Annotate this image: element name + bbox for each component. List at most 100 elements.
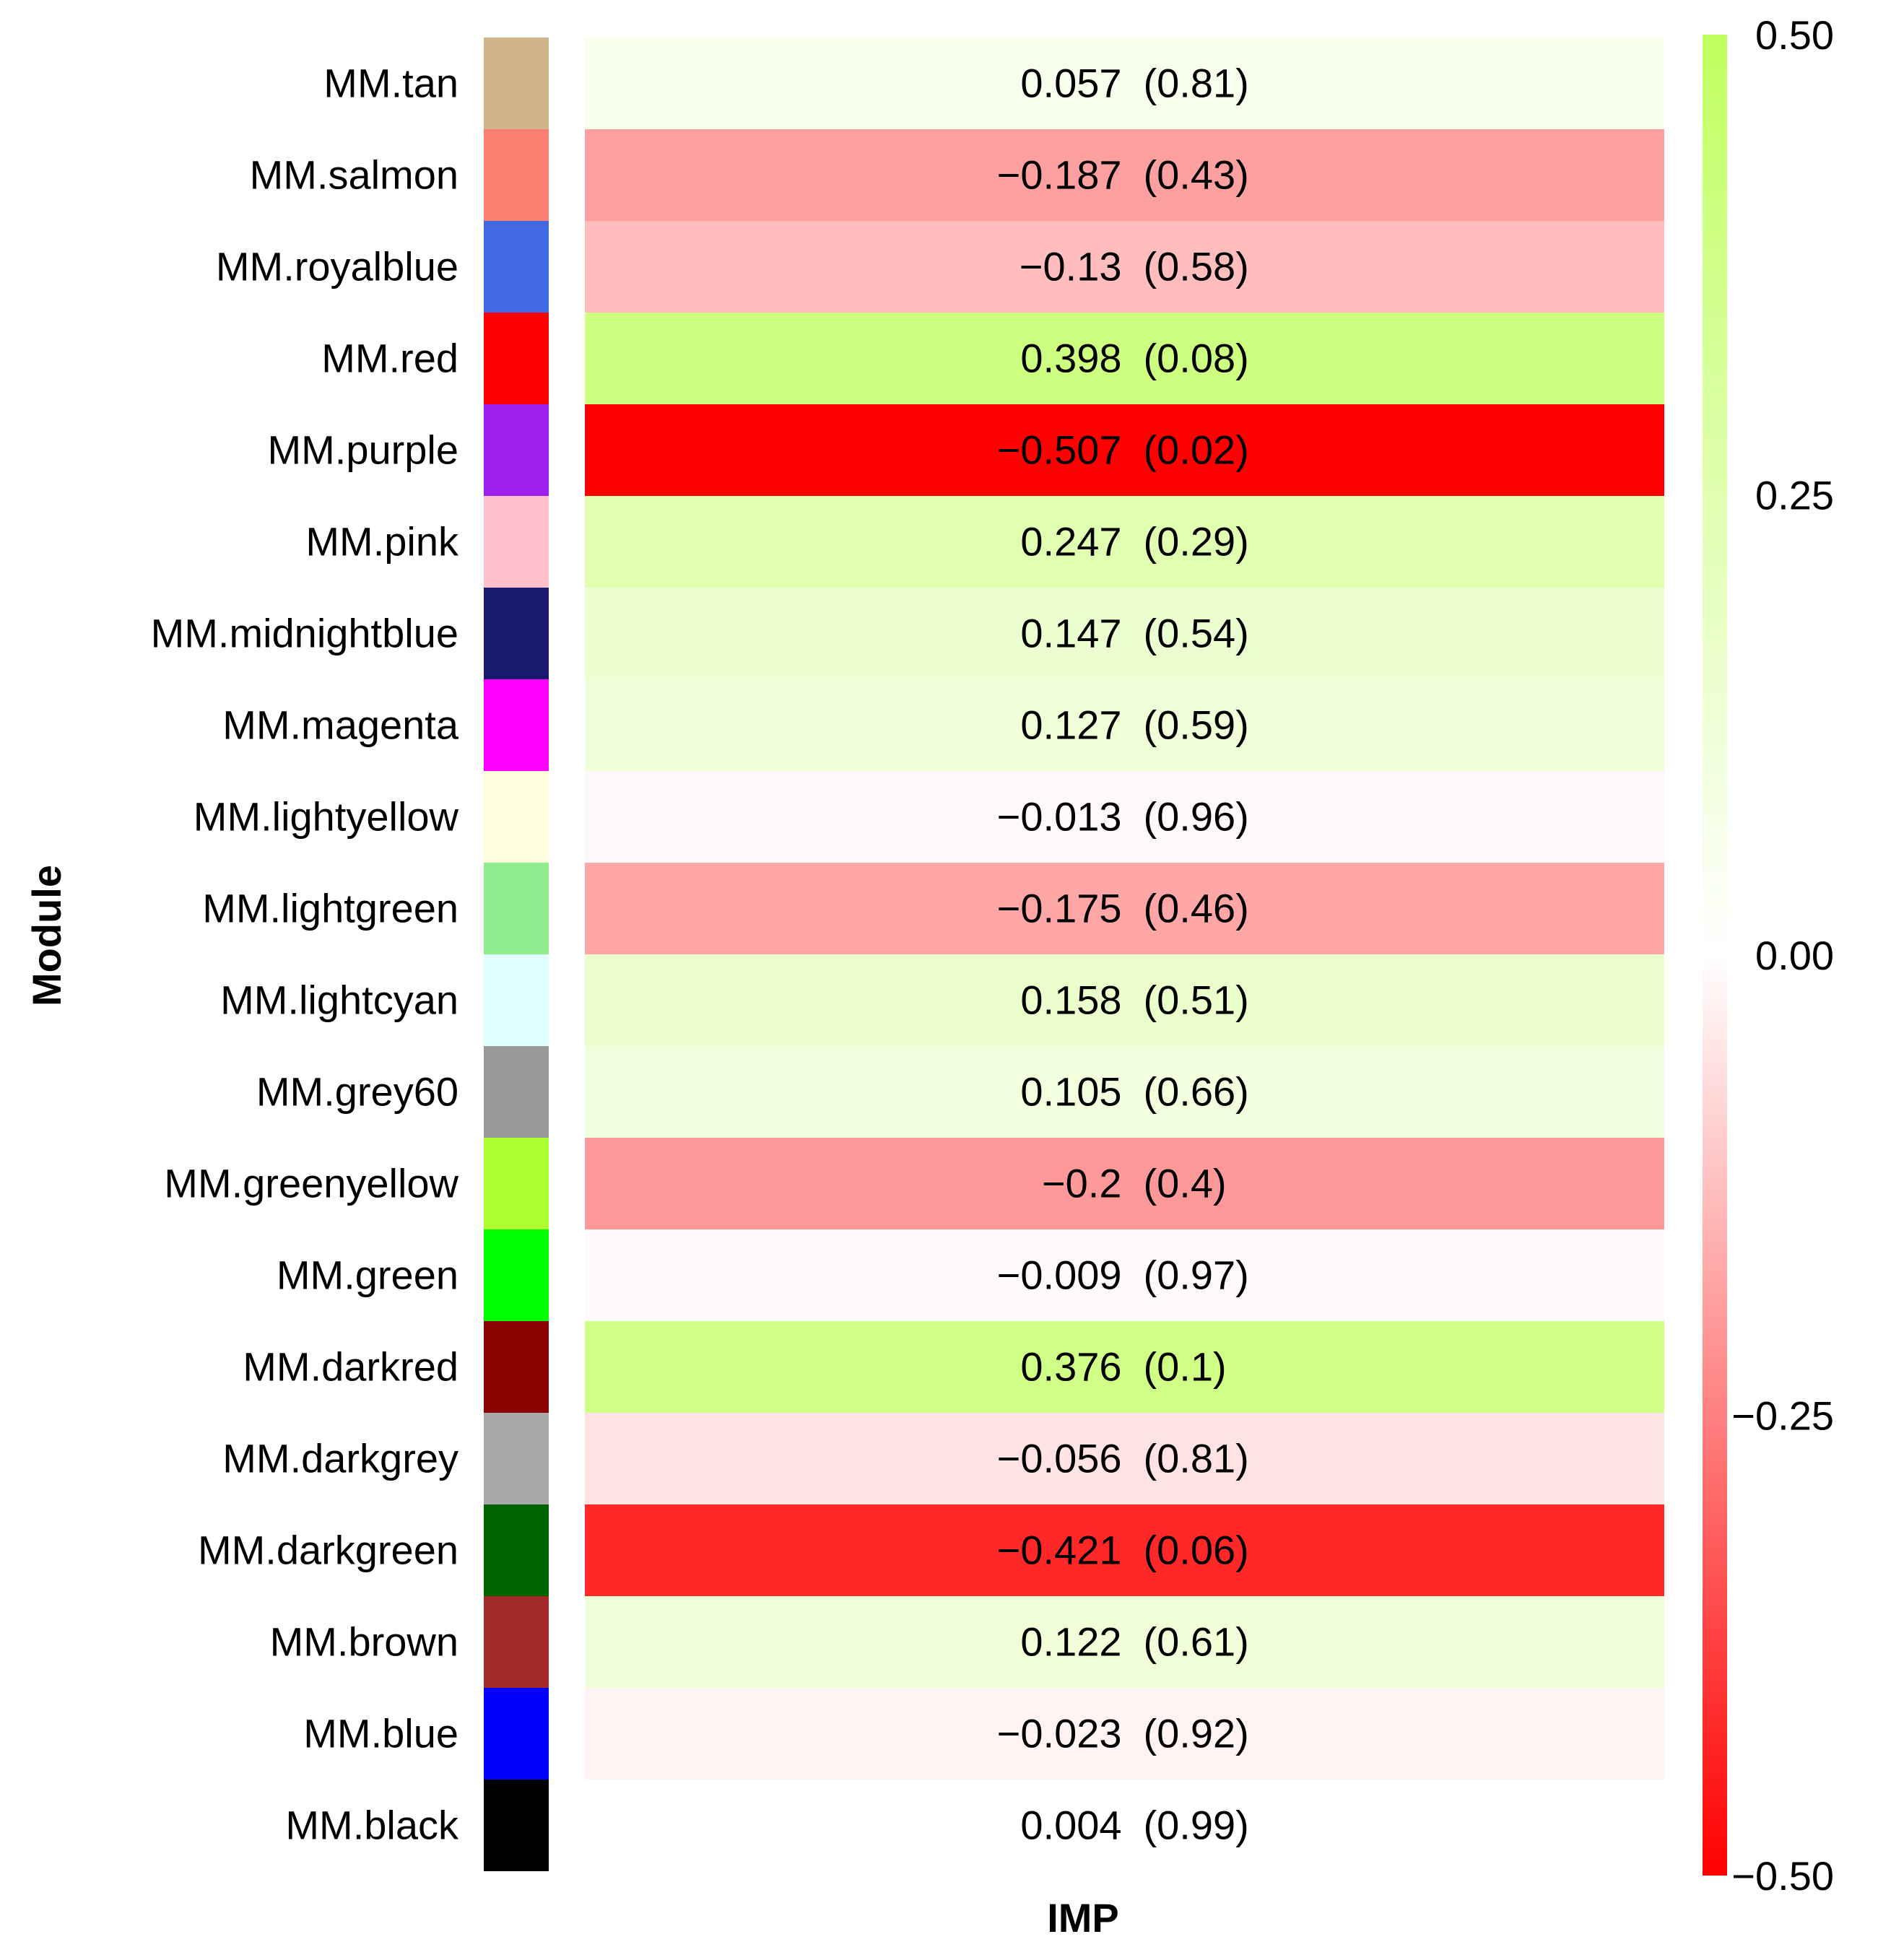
module-color-swatch [484,954,549,1046]
cell-p-value: (0.97) [1144,1253,1249,1298]
heatmap-row: MM.purple −0.507 (0.02) [267,404,1664,496]
cell-p-value: (0.81) [1144,1436,1249,1481]
heatmap-row: MM.tan 0.057 (0.81) [323,38,1664,129]
module-color-swatch [484,404,549,496]
cell-p-value: (0.08) [1144,336,1249,381]
y-axis-title: Module [24,865,69,1006]
module-label: MM.blue [303,1711,458,1756]
cell-correlation-value: 0.057 [1020,61,1121,106]
module-color-swatch [484,496,549,588]
module-label: MM.midnightblue [151,611,458,656]
heatmap-cell [585,404,1664,496]
module-color-swatch [484,221,549,313]
heatmap-row: MM.royalblue −0.13 (0.58) [216,221,1664,313]
cell-correlation-value: −0.013 [997,794,1122,840]
heatmap-cell [585,863,1664,954]
heatmap-row: MM.black 0.004 (0.99) [285,1780,1664,1871]
legend-tick-label: 0.00 [1755,933,1834,978]
module-color-swatch [484,588,549,679]
cell-correlation-value: 0.127 [1020,702,1121,748]
heatmap-row: MM.green −0.009 (0.97) [277,1229,1664,1321]
cell-p-value: (0.1) [1144,1344,1227,1390]
color-legend: 0.50 0.25 0.00 −0.25 −0.50 [1703,12,1834,1899]
module-label: MM.greenyellow [164,1161,458,1206]
heatmap-cell [585,679,1664,771]
x-axis-title: IMP [1047,1895,1119,1941]
color-legend-bar [1703,35,1727,1876]
heatmap-cell [585,1321,1664,1413]
module-label: MM.purple [267,427,458,473]
module-label: MM.red [321,336,458,381]
cell-p-value: (0.29) [1144,519,1249,565]
cell-correlation-value: 0.004 [1020,1803,1121,1848]
heatmap-cell [585,954,1664,1046]
module-color-swatch [484,1688,549,1780]
module-color-swatch [484,38,549,129]
cell-p-value: (0.06) [1144,1528,1249,1573]
cell-correlation-value: −0.009 [997,1253,1122,1298]
module-color-swatch [484,313,549,404]
module-label: MM.tan [323,61,458,106]
cell-p-value: (0.92) [1144,1711,1249,1756]
heatmap-cell [585,129,1664,221]
legend-tick-label: 0.50 [1755,12,1834,58]
cell-p-value: (0.51) [1144,977,1249,1023]
module-color-swatch [484,1046,549,1138]
module-label: MM.brown [270,1619,458,1665]
cell-p-value: (0.43) [1144,152,1249,198]
cell-p-value: (0.58) [1144,244,1249,289]
heatmap-row: MM.grey60 0.105 (0.66) [256,1046,1664,1138]
module-label: MM.magenta [222,702,459,748]
cell-p-value: (0.02) [1144,427,1249,473]
module-color-swatch [484,1229,549,1321]
legend-tick-label: 0.25 [1755,473,1834,518]
cell-correlation-value: −0.187 [997,152,1122,198]
heatmap-cell [585,496,1664,588]
heatmap-row: MM.salmon −0.187 (0.43) [250,129,1664,221]
module-label: MM.lightgreen [202,886,458,931]
module-color-swatch [484,1780,549,1871]
cell-p-value: (0.99) [1144,1803,1249,1848]
module-color-swatch [484,129,549,221]
heatmap-row: MM.pink 0.247 (0.29) [305,496,1664,588]
heatmap-row: MM.darkred 0.376 (0.1) [243,1321,1664,1413]
cell-p-value: (0.81) [1144,61,1249,106]
module-color-swatch [484,863,549,954]
cell-correlation-value: 0.247 [1020,519,1121,565]
module-label: MM.pink [305,519,459,565]
cell-correlation-value: −0.2 [1042,1161,1122,1206]
heatmap-cell [585,1504,1664,1596]
heatmap-row: MM.greenyellow −0.2 (0.4) [164,1138,1664,1229]
heatmap-row: MM.blue −0.023 (0.92) [303,1688,1664,1780]
module-label: MM.green [277,1253,458,1298]
cell-correlation-value: −0.507 [997,427,1122,473]
heatmap-row: MM.red 0.398 (0.08) [321,313,1664,404]
heatmap-row: MM.darkgreen −0.421 (0.06) [198,1504,1664,1596]
heatmap-cell [585,313,1664,404]
module-color-swatch [484,1596,549,1688]
heatmap-cell [585,588,1664,679]
heatmap-row: MM.magenta 0.127 (0.59) [222,679,1664,771]
cell-correlation-value: 0.147 [1020,611,1121,656]
module-label: MM.darkgreen [198,1528,458,1573]
module-color-swatch [484,1504,549,1596]
heatmap-cell [585,1688,1664,1780]
module-label: MM.darkred [243,1344,458,1390]
cell-correlation-value: −0.13 [1020,244,1122,289]
heatmap-cell [585,1138,1664,1229]
cell-correlation-value: 0.158 [1020,977,1121,1023]
heatmap-cell [585,1229,1664,1321]
cell-p-value: (0.96) [1144,794,1249,840]
module-label: MM.salmon [250,152,458,198]
module-label: MM.lightcyan [220,977,458,1023]
cell-correlation-value: −0.023 [997,1711,1122,1756]
cell-correlation-value: −0.056 [997,1436,1122,1481]
heatmap-row: MM.midnightblue 0.147 (0.54) [151,588,1664,679]
cell-correlation-value: −0.421 [997,1528,1122,1573]
heatmap-row: MM.lightcyan 0.158 (0.51) [220,954,1664,1046]
heatmap-row: MM.darkgrey −0.056 (0.81) [222,1413,1664,1504]
cell-p-value: (0.54) [1144,611,1249,656]
module-color-swatch [484,1413,549,1504]
cell-p-value: (0.61) [1144,1619,1249,1665]
